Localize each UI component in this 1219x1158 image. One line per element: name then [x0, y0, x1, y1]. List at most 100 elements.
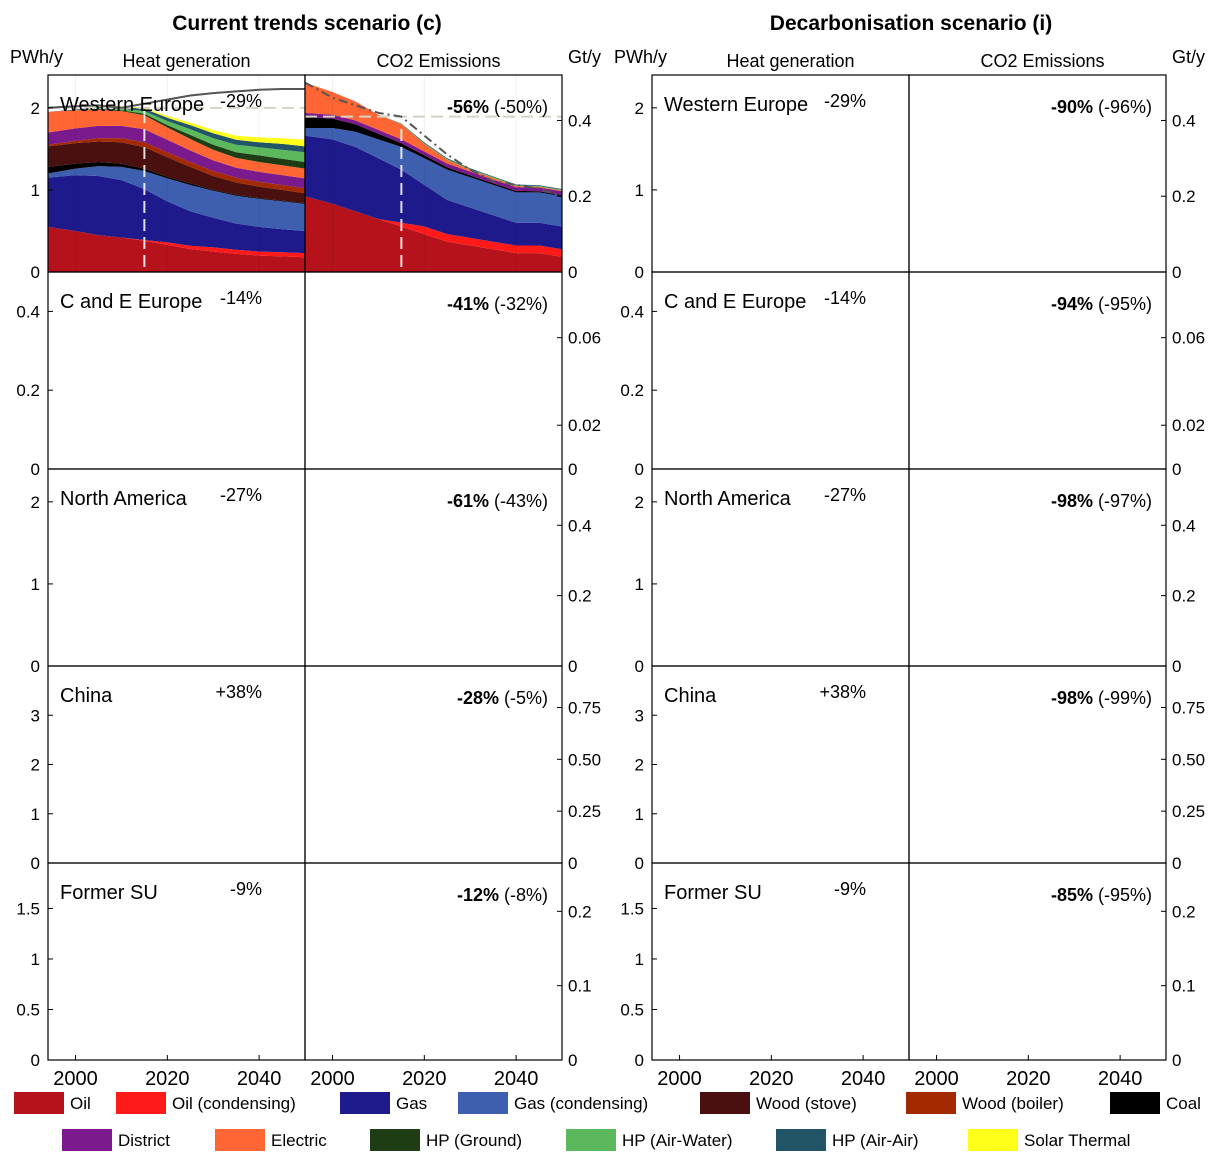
area-coal	[48, 404, 305, 445]
area-gas-condensing-	[652, 561, 909, 664]
area-oil-condensing-	[305, 460, 562, 464]
legend-label: District	[118, 1131, 170, 1150]
co2-change-alt: (-5%)	[499, 688, 548, 708]
area-district	[909, 790, 1166, 863]
legend-label: Gas (condensing)	[514, 1094, 648, 1113]
area-wood-stove-	[48, 995, 305, 1009]
x-tick-label: 2020	[749, 1068, 794, 1090]
area-wood-boiler-	[652, 779, 909, 861]
reference-emissions-line	[305, 473, 562, 561]
area-hp-air-water-	[909, 486, 1166, 664]
x-tick-label: 2020	[402, 1068, 447, 1090]
area-wood-stove-	[305, 314, 562, 386]
co2-change-alt: (-97%)	[1093, 491, 1152, 511]
area-wood-boiler-	[909, 540, 1166, 664]
area-gas	[909, 949, 1166, 1060]
heat-change-label: -9%	[834, 879, 866, 899]
area-gas-condensing-	[305, 821, 562, 857]
area-hp-air-water-	[305, 911, 562, 944]
area-hp-ground-	[48, 511, 305, 591]
area-coal	[305, 314, 562, 439]
area-oil	[652, 1052, 909, 1060]
area-oil-condensing-	[305, 1045, 562, 1051]
co2-change-main: -98%	[1051, 491, 1093, 511]
heat-y-tick-label: 0	[635, 460, 644, 479]
heat-change-label: -14%	[220, 288, 262, 308]
co2-change-alt: (-95%)	[1093, 294, 1152, 314]
area-wood-boiler-	[48, 994, 305, 1005]
area-oil-condensing-	[48, 859, 305, 860]
area-oil-condensing-	[909, 460, 1166, 469]
x-tick-label: 2000	[53, 1068, 98, 1090]
co2-change-alt: (-32%)	[489, 294, 548, 314]
area-wood-stove-	[48, 548, 305, 612]
heat-y-tick-label: 1	[31, 181, 40, 200]
co2-change-main: -41%	[447, 294, 489, 314]
x-tick-label: 2000	[914, 1068, 959, 1090]
heat-y-tick-label: 0.5	[620, 1000, 644, 1019]
legend-swatch	[776, 1129, 826, 1151]
co2-y-tick-label: 0.1	[568, 977, 592, 996]
region-western-europe-i: 0 1 2 0 0.2 0.4 Western Europe -29% -90% (-96%)	[635, 74, 1196, 282]
heat-y-tick-label: 2	[31, 99, 40, 118]
co2-change-main: -28%	[457, 688, 499, 708]
area-electric	[652, 754, 909, 839]
co2-change-main: -94%	[1051, 294, 1093, 314]
area-gas	[305, 838, 562, 859]
area-oil	[909, 857, 1166, 863]
area-hp-air-water-	[48, 733, 305, 799]
reference-emissions-line	[305, 81, 562, 198]
area-hp-ground-	[652, 309, 909, 411]
area-solar-thermal	[48, 691, 305, 797]
area-oil	[48, 463, 305, 469]
region-c-and-e-europe-i: 0 0.2 0.4 0 0.02 0.06 C and E Europe -14% -94% (…	[620, 271, 1205, 479]
region-label: China	[60, 685, 113, 707]
unit-label-right: Gt/y	[1172, 47, 1205, 67]
area-hp-ground-	[909, 911, 1166, 1048]
heat-y-tick-label: 3	[31, 706, 40, 725]
co2-change-main: -61%	[447, 491, 489, 511]
area-coal	[652, 558, 909, 662]
legend-swatch	[566, 1129, 616, 1151]
area-oil	[305, 638, 562, 666]
heat-y-tick-label: 0.5	[16, 1000, 40, 1019]
area-hp-air-air-	[48, 723, 305, 799]
area-hp-air-air-	[652, 503, 909, 602]
area-district	[48, 315, 305, 391]
area-electric	[652, 309, 909, 415]
heat-y-tick-label: 1	[31, 805, 40, 824]
area-district	[48, 888, 305, 1004]
co2-y-tick-label: 0	[568, 263, 577, 282]
area-hp-ground-	[909, 777, 1166, 863]
legend-item-hp-ground-: HP (Ground)	[370, 1129, 522, 1151]
area-wood-stove-	[48, 369, 305, 423]
area-coal	[909, 117, 1166, 267]
region-western-europe-c: 0 1 2 0 0.2 0.4 Western Europe -29% -56% (-50%)	[31, 74, 592, 282]
area-oil	[909, 1045, 1166, 1060]
area-wood-boiler-	[48, 546, 305, 608]
area-gas	[652, 573, 909, 665]
heat-y-tick-label: 0	[31, 263, 40, 282]
area-wood-boiler-	[909, 117, 1166, 267]
region-north-america-i: 0 1 2 0 0.2 0.4 North America -27% -98% (-97%)	[635, 468, 1196, 676]
area-coal	[652, 999, 909, 1054]
area-hp-air-water-	[305, 767, 562, 828]
co2-y-tick-label: 0	[1172, 263, 1181, 282]
area-solar-thermal	[909, 911, 1166, 1048]
area-gas-condensing-	[48, 561, 305, 639]
area-gas	[48, 175, 305, 254]
heat-y-tick-label: 0.4	[16, 302, 40, 321]
co2-y-tick-label: 0.50	[1172, 750, 1205, 769]
area-district	[909, 539, 1166, 664]
area-coal	[48, 999, 305, 1012]
area-gas-condensing-	[909, 842, 1166, 863]
area-wood-boiler-	[909, 926, 1166, 1049]
area-wood-stove-	[48, 141, 305, 204]
area-electric	[909, 486, 1166, 664]
legend-swatch	[458, 1092, 508, 1114]
area-oil	[305, 460, 562, 469]
heat-y-tick-label: 2	[31, 493, 40, 512]
heat-y-tick-label: 2	[31, 756, 40, 775]
area-hp-ground-	[652, 109, 909, 238]
